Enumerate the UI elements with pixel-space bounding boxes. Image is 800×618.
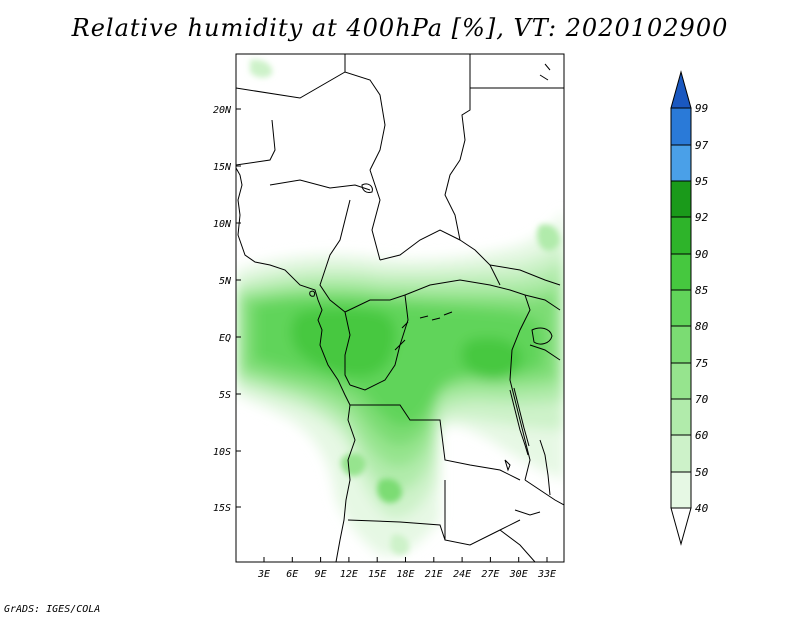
colorbar-bottom-triangle — [670, 507, 692, 546]
lat-label: 15N — [213, 162, 232, 173]
coast-east — [539, 63, 551, 81]
colorbar-swatch — [670, 216, 692, 255]
colorbar-swatch — [670, 434, 692, 473]
lake-mweru — [504, 459, 511, 472]
colorbar-label: 95 — [695, 175, 708, 188]
border-tz-moz — [524, 479, 564, 506]
border-congo — [344, 311, 351, 386]
humidity-patch-s2 — [390, 534, 410, 555]
longitude-axis: 3E 6E 9E 12E 15E 18E 21E 24E 27E 30E 33E — [257, 557, 556, 580]
colorbar-swatch — [670, 471, 692, 509]
border-drc-east — [509, 294, 531, 481]
border-east-africa — [524, 294, 561, 311]
colorbar-swatch — [670, 180, 692, 218]
border-zambia — [444, 480, 521, 546]
colorbar-label: 92 — [695, 211, 709, 224]
map-frame — [235, 53, 565, 563]
humidity-patch-s — [377, 478, 402, 503]
colorbar-swatch — [670, 398, 692, 436]
colorbar-label: 99 — [695, 102, 708, 115]
border-libya — [459, 54, 471, 161]
latitude-axis: 20N 15N 10N 5N EQ 5S 10S 15S — [213, 105, 241, 514]
lon-label: 24E — [453, 569, 471, 580]
border-drc-congo — [349, 294, 409, 391]
humidity-field — [236, 59, 564, 556]
lat-label: 15S — [213, 503, 231, 514]
lon-label: 9E — [315, 569, 327, 580]
colorbar-swatch — [670, 253, 692, 291]
country-borders — [236, 54, 564, 562]
border-kenya-tz — [529, 344, 561, 361]
colorbar-top-triangle — [670, 70, 692, 109]
lon-label: 33E — [537, 569, 556, 580]
border-car — [379, 229, 461, 261]
colorbar-label: 97 — [695, 139, 709, 152]
colorbar-swatch — [670, 107, 692, 146]
lon-label: 12E — [340, 569, 358, 580]
lon-label: 30E — [509, 569, 528, 580]
colorbar-label: 90 — [695, 248, 709, 261]
lake-tanganyika — [509, 387, 530, 456]
lake-chad — [361, 183, 373, 193]
border-angola-s — [347, 519, 446, 541]
lon-label: 15E — [368, 569, 386, 580]
colorbar-label: 85 — [695, 284, 708, 297]
border-car-s — [344, 279, 526, 313]
lon-label: 6E — [286, 569, 298, 580]
lat-label: EQ — [219, 333, 231, 344]
colorbar-swatch — [670, 325, 692, 364]
footer-credit: GrADS: IGES/COLA — [4, 604, 101, 615]
colorbar-swatch — [670, 144, 692, 182]
colorbar-label: 40 — [695, 502, 709, 515]
humidity-patch-ne — [537, 224, 560, 251]
river-congo-2 — [394, 321, 409, 351]
lat-label: 20N — [213, 105, 232, 116]
lon-label: 27E — [481, 569, 499, 580]
border-chad-sudan — [444, 159, 501, 286]
border-chad-niger — [369, 169, 381, 261]
colorbar-label: 75 — [695, 357, 708, 370]
humidity-patch-n — [250, 59, 273, 78]
colorbar-label: 80 — [695, 320, 709, 333]
colorbar: 99 97 95 92 90 85 80 75 70 60 50 40 — [670, 70, 709, 546]
island-bioko — [309, 290, 316, 297]
colorbar-label: 60 — [695, 429, 709, 442]
lat-label: 5S — [219, 390, 231, 401]
lat-label: 10S — [213, 447, 231, 458]
lon-label: 18E — [396, 569, 414, 580]
border-niger-nigeria — [269, 179, 371, 191]
colorbar-swatch — [670, 362, 692, 400]
lake-malawi — [539, 439, 551, 496]
lat-label: 5N — [219, 276, 232, 287]
river-congo-1 — [419, 311, 453, 321]
colorbar-label: 50 — [695, 466, 709, 479]
border-mali-burkina — [236, 119, 276, 166]
border-south-sudan — [489, 264, 561, 286]
colorbar-swatch — [670, 289, 692, 327]
lat-label: 10N — [213, 219, 232, 230]
border-moz — [499, 529, 536, 562]
lake-kariba — [514, 509, 541, 516]
lon-label: 3E — [257, 569, 270, 580]
border-cameroon — [319, 199, 351, 313]
humidity-85-90 — [290, 308, 396, 377]
border-drc-angola — [350, 404, 521, 481]
humidity-patch-sw — [340, 453, 366, 477]
coastline-west — [236, 167, 356, 562]
map-title: Relative humidity at 400hPa [%], VT: 202… — [71, 14, 729, 42]
humidity-85-90-east — [461, 337, 522, 380]
border-algeria-mali — [236, 71, 386, 171]
lake-victoria — [531, 327, 553, 345]
lon-label: 21E — [425, 569, 443, 580]
colorbar-label: 70 — [695, 393, 709, 406]
